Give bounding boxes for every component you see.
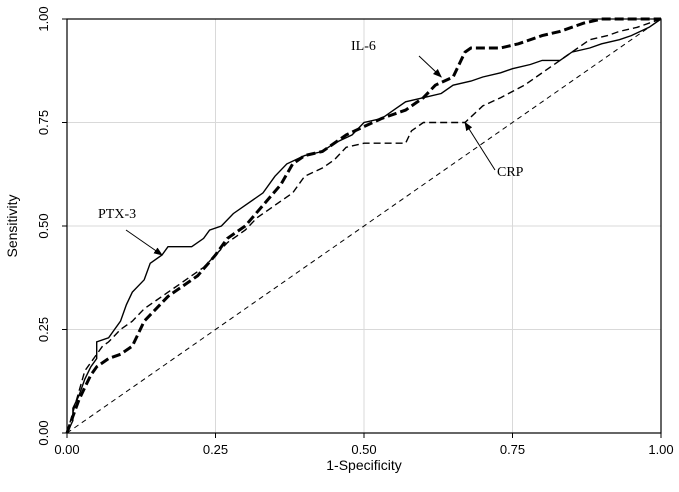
series-line-reference (66, 18, 662, 434)
x-tick-label: 0.75 (500, 442, 525, 457)
annotation-il6-arrow (418, 55, 442, 78)
x-tick-label: 0.50 (351, 442, 376, 457)
x-tick-label: 0.25 (203, 442, 228, 457)
x-tick-label: 0.00 (54, 442, 79, 457)
reference-line-layer (66, 18, 662, 434)
y-tick-labels: 0.00 0.25 0.50 0.75 1.00 (36, 6, 51, 445)
series-line-crp (66, 18, 662, 434)
y-tick-label: 0.75 (36, 110, 51, 135)
y-axis-title: Sensitivity (4, 194, 20, 257)
series-layer (65, 17, 662, 434)
axis-ticks (62, 18, 662, 438)
y-tick-label: 0.25 (36, 317, 51, 342)
x-tick-labels: 0.00 0.25 0.50 0.75 1.00 (54, 442, 673, 457)
y-tick-label: 0.00 (36, 420, 51, 445)
annotations: PTX-3 IL-6 CRP (98, 39, 524, 256)
x-tick-label: 1.00 (648, 442, 673, 457)
series-line-il6 (65, 17, 661, 434)
series-line-ptx3 (66, 18, 662, 434)
annotation-ptx3-arrow (125, 229, 163, 256)
annotation-ptx3-label: PTX-3 (98, 207, 136, 222)
annotation-crp-label: CRP (497, 165, 524, 180)
annotation-il6-label: IL-6 (351, 39, 376, 54)
y-tick-label: 1.00 (36, 6, 51, 31)
annotation-crp-arrow (464, 121, 496, 171)
y-tick-label: 0.50 (36, 213, 51, 238)
x-axis-title: 1-Specificity (326, 457, 401, 473)
